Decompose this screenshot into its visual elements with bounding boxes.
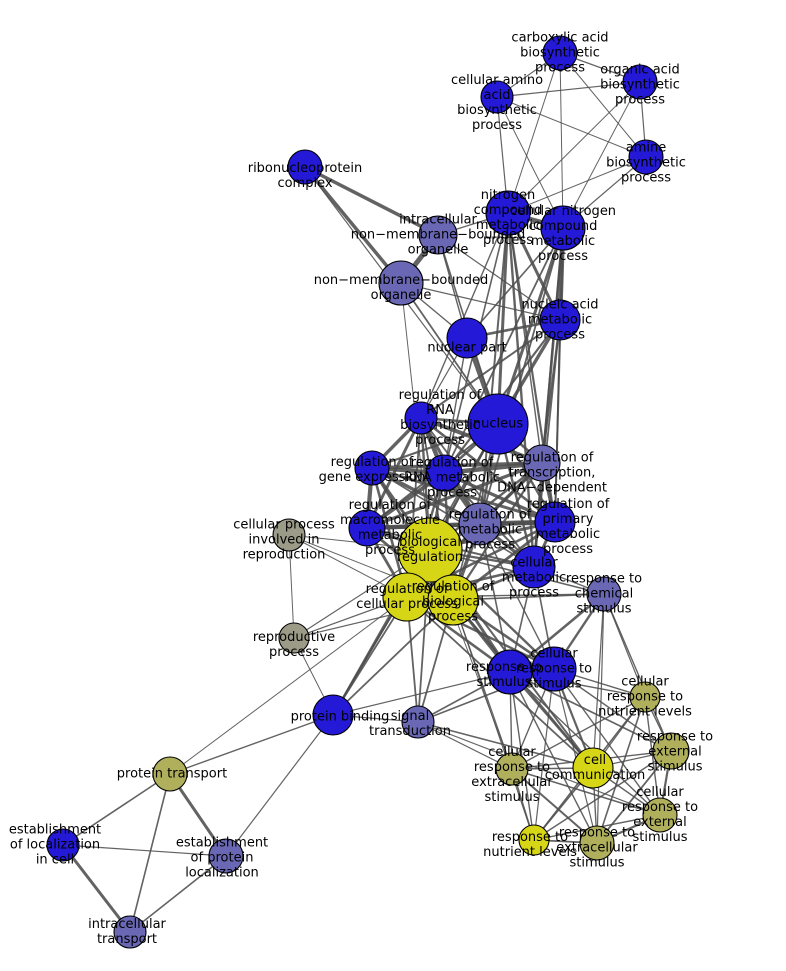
graph-edge — [61, 843, 132, 934]
graph-edge — [511, 768, 661, 816]
graph-edge — [507, 81, 641, 214]
graph-edge — [417, 721, 594, 769]
graph-edge — [371, 467, 535, 568]
graph-node[interactable] — [208, 838, 244, 874]
graph-edge — [596, 696, 646, 844]
graph-edge — [496, 211, 510, 426]
graph-node[interactable] — [480, 80, 514, 114]
graph-edge — [417, 721, 513, 770]
graph-edge — [553, 668, 661, 816]
graph-edge — [169, 714, 334, 775]
graph-node[interactable] — [495, 752, 529, 786]
graph-edge — [559, 52, 647, 158]
edge-layer — [61, 52, 673, 934]
graph-node[interactable] — [378, 260, 424, 306]
graph-node[interactable] — [418, 215, 458, 255]
graph-edge — [554, 319, 561, 523]
graph-edge — [507, 52, 561, 214]
graph-edge — [559, 52, 564, 229]
graph-edge — [509, 671, 661, 816]
graph-node[interactable] — [518, 824, 550, 856]
graph-edge — [420, 319, 561, 419]
graph-edge — [553, 668, 672, 752]
graph-node[interactable] — [542, 35, 578, 71]
graph-edge — [644, 696, 661, 816]
graph-edge — [332, 599, 454, 716]
graph-node[interactable] — [312, 694, 354, 736]
graph-edge — [420, 212, 509, 419]
graph-node[interactable] — [539, 299, 581, 341]
graph-node[interactable] — [272, 518, 306, 552]
graph-edge — [288, 534, 295, 639]
graph-edge — [365, 461, 544, 530]
graph-node[interactable] — [427, 574, 479, 626]
graph-edge — [506, 211, 536, 569]
graph-node[interactable] — [540, 205, 586, 251]
graph-edge — [370, 466, 557, 524]
graph-node[interactable] — [287, 149, 323, 185]
graph-node[interactable] — [446, 317, 488, 359]
graph-node[interactable] — [404, 401, 438, 435]
graph-node[interactable] — [487, 649, 533, 695]
graph-node[interactable] — [382, 572, 432, 622]
graph-edge — [169, 596, 408, 775]
graph-node[interactable] — [152, 756, 188, 792]
graph-edge — [443, 337, 468, 474]
graph-node[interactable] — [113, 915, 147, 949]
graph-node[interactable] — [348, 509, 386, 547]
graph-edge — [603, 593, 672, 752]
graph-node[interactable] — [652, 732, 690, 770]
graph-node[interactable] — [397, 517, 463, 583]
graph-edge — [553, 668, 598, 844]
graph-edge — [496, 96, 647, 158]
graph-node[interactable] — [531, 646, 577, 692]
graph-edge — [511, 696, 646, 770]
graph-edge — [62, 844, 227, 857]
graph-edge — [62, 773, 171, 846]
graph-node[interactable] — [512, 545, 556, 589]
graph-node[interactable] — [425, 454, 463, 492]
graph-edge — [496, 81, 641, 98]
graph-node[interactable] — [354, 450, 390, 486]
graph-edge — [437, 234, 561, 321]
graph-edge — [562, 81, 641, 229]
graph-node[interactable] — [579, 825, 615, 861]
node-layer — [46, 35, 690, 949]
graph-node[interactable] — [622, 64, 658, 100]
graph-edge — [596, 593, 605, 844]
graph-edge — [533, 750, 672, 841]
graph-edge — [332, 671, 511, 716]
graph-node[interactable] — [401, 705, 435, 739]
graph-edge — [496, 96, 564, 229]
graph-node[interactable] — [642, 797, 678, 833]
graph-node[interactable] — [458, 502, 502, 546]
graph-edge — [400, 282, 561, 321]
graph-node[interactable] — [278, 622, 310, 654]
graph-edge — [129, 773, 171, 933]
graph-node[interactable] — [629, 681, 661, 713]
graph-edge — [225, 714, 334, 857]
graph-node[interactable] — [534, 501, 576, 543]
graph-edge — [507, 156, 647, 214]
graph-edge — [452, 599, 535, 841]
graph-node[interactable] — [523, 444, 561, 482]
graph-node[interactable] — [485, 190, 531, 236]
graph-edge — [303, 165, 403, 285]
graph-edge — [509, 671, 646, 698]
graph-edge — [541, 227, 564, 464]
graph-node[interactable] — [628, 139, 664, 175]
graph-edge — [129, 855, 227, 933]
graph-edge — [466, 227, 564, 339]
graph-node[interactable] — [467, 393, 529, 455]
graph-node[interactable] — [572, 747, 614, 789]
graph-edge — [303, 165, 440, 237]
graph-node[interactable] — [586, 576, 622, 612]
graph-edge — [592, 593, 605, 769]
graph-edge — [509, 671, 672, 752]
graph-node[interactable] — [46, 828, 80, 862]
